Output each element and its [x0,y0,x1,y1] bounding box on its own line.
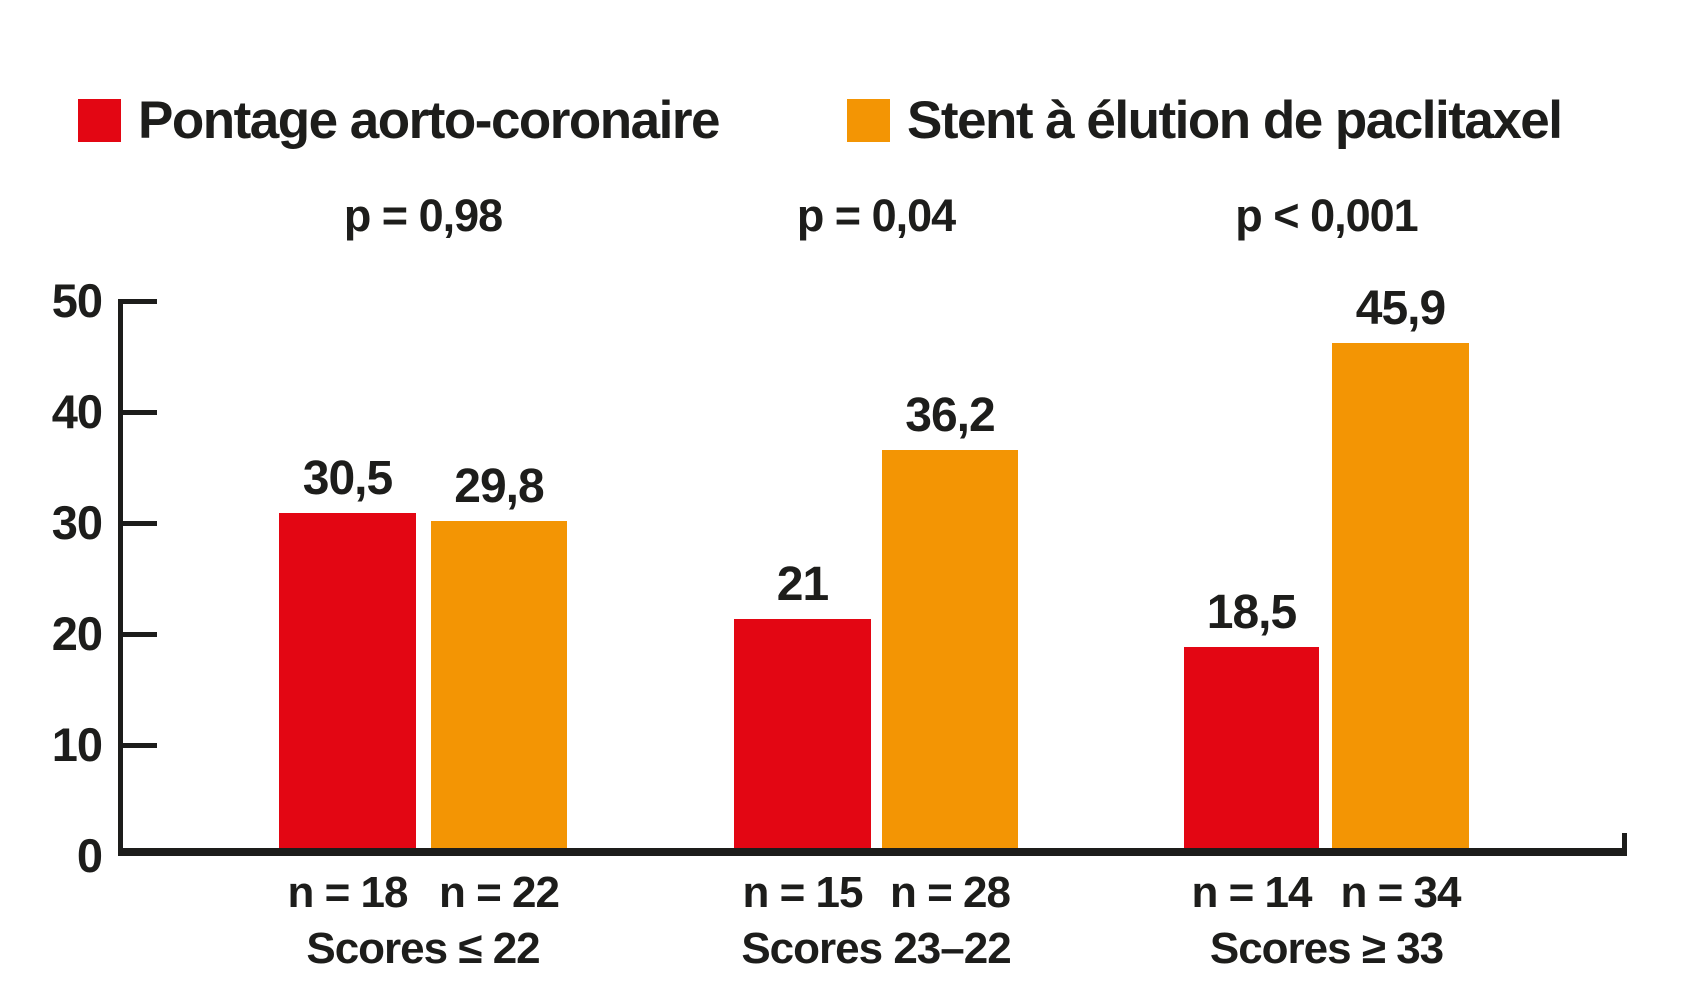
legend-item-pontage: Pontage aorto-coronaire [78,88,720,152]
x-axis-end-cap [1622,833,1627,848]
bar-n-label: n = 14 [1191,868,1313,917]
y-axis-tick [121,299,157,304]
p-value-label-group3: p < 0,001 [1235,190,1418,241]
bar-n-label: n = 28 [890,868,1011,917]
bar-n-label: n = 18 [287,868,409,917]
bar-red-group1 [279,513,416,852]
bar-orange-group1 [431,521,567,852]
y-axis-tick [121,410,157,415]
y-axis-tick [121,521,157,526]
legend-label-pontage: Pontage aorto-coronaire [138,90,720,150]
bar-orange-group3 [1332,342,1469,852]
legend-item-stent: Stent à élution de paclitaxel [847,88,1563,152]
p-value-label-group2: p = 0,04 [796,190,956,241]
y-axis-tick-label: 20 [51,607,103,660]
p-value-label-group1: p = 0,98 [343,190,503,241]
y-axis-tick-label: 10 [51,718,103,771]
bar-red-group3 [1184,646,1319,852]
bar-value-label: 45,9 [1355,281,1446,335]
score-range-label-group1: Scores ≤ 22 [306,924,540,973]
bar-value-label: 30,5 [302,452,393,506]
legend-label-stent: Stent à élution de paclitaxel [907,90,1563,150]
bar-value-label: 29,8 [454,460,544,514]
bar-red-group2 [734,618,871,852]
y-axis-tick-label: 0 [76,829,103,882]
bar-n-label: n = 34 [1340,868,1462,917]
bar-value-label: 18,5 [1206,585,1297,639]
y-axis-line [118,299,123,852]
y-axis-tick-label: 40 [51,385,103,438]
y-axis-tick-label: 30 [51,496,103,549]
x-axis-line [118,848,1627,856]
y-axis-tick-label: 50 [51,274,103,327]
legend-swatch-red [78,98,121,142]
y-axis-tick [121,632,157,637]
bar-value-label: 21 [776,557,829,611]
bar-orange-group2 [882,450,1018,852]
score-range-label-group3: Scores ≥ 33 [1209,924,1444,973]
bar-n-label: n = 15 [742,868,864,917]
bar-n-label: n = 22 [439,868,560,917]
y-axis-tick [121,743,157,748]
score-range-label-group2: Scores 23–22 [741,924,1011,973]
bar-value-label: 36,2 [905,389,995,443]
legend-swatch-orange [847,98,890,142]
